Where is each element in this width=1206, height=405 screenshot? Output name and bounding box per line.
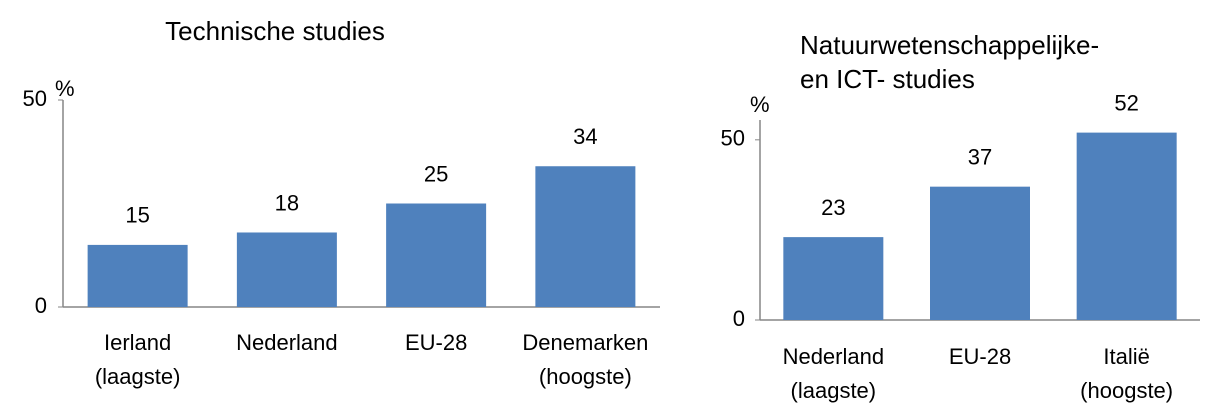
- value-label: 52: [1114, 90, 1138, 115]
- x-tick-label: Nederland (laagste): [782, 344, 885, 403]
- y-tick-label: 0: [35, 293, 47, 318]
- value-label: 18: [275, 190, 299, 215]
- value-label: 25: [424, 161, 448, 186]
- x-tick-label: Italië (hoogste): [1080, 344, 1174, 403]
- x-tick-label: EU-28: [404, 330, 468, 355]
- y-tick-label: 50: [721, 126, 745, 151]
- value-label: 34: [573, 124, 597, 149]
- x-tick-label: Ierland (laagste): [94, 330, 181, 389]
- chart-title: Technische studies: [165, 16, 385, 46]
- bar: [87, 244, 188, 307]
- value-label: 15: [125, 203, 149, 228]
- x-tick-label: Denemarken (hoogste): [522, 330, 649, 389]
- y-axis-label: %: [750, 92, 770, 117]
- bar: [535, 166, 636, 307]
- y-axis-label: %: [55, 76, 75, 101]
- bar: [930, 186, 1030, 320]
- x-tick-label: EU-28: [948, 344, 1012, 369]
- y-tick-label: 50: [23, 86, 47, 111]
- chart-title: Natuurwetenschappelijke- en ICT- studies: [800, 30, 1100, 94]
- bar: [1076, 132, 1177, 320]
- x-tick-label: Nederland: [236, 330, 338, 355]
- y-tick-label: 0: [733, 306, 745, 331]
- bar: [783, 237, 884, 320]
- value-label: 23: [821, 195, 845, 220]
- bar: [236, 232, 337, 307]
- bar: [386, 203, 487, 307]
- value-label: 37: [968, 144, 992, 169]
